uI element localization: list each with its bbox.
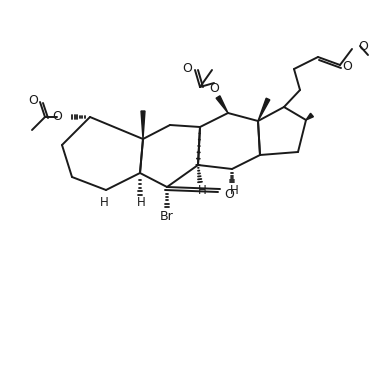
Polygon shape xyxy=(306,113,314,120)
Polygon shape xyxy=(216,96,228,113)
Text: H: H xyxy=(197,184,206,197)
Text: O: O xyxy=(224,188,234,200)
Text: H: H xyxy=(137,196,146,210)
Polygon shape xyxy=(258,98,270,121)
Text: H: H xyxy=(100,196,108,208)
Text: H: H xyxy=(230,184,238,197)
Text: O: O xyxy=(52,111,62,123)
Text: O: O xyxy=(342,61,352,73)
Text: O: O xyxy=(182,61,192,74)
Text: O: O xyxy=(358,39,368,53)
Polygon shape xyxy=(141,111,145,139)
Text: O: O xyxy=(28,93,38,107)
Text: O: O xyxy=(209,81,219,95)
Text: Br: Br xyxy=(160,210,174,223)
